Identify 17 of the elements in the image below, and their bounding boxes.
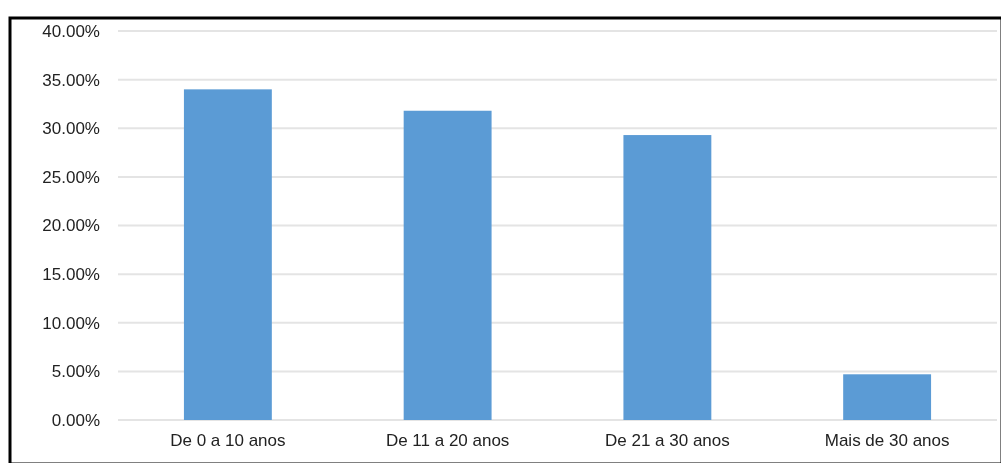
y-tick-label: 15.00%: [42, 265, 100, 285]
y-tick-label: 25.00%: [42, 167, 100, 187]
y-tick-label: 0.00%: [51, 410, 100, 430]
bar: [623, 135, 712, 420]
x-tick-label: De 11 a 20 anos: [385, 431, 510, 450]
x-tick-label: Mais de 30 anos: [824, 431, 950, 450]
y-tick-label: 30.00%: [42, 119, 100, 139]
y-tick-label: 40.00%: [42, 21, 100, 41]
x-tick-label: De 0 a 10 anos: [170, 431, 286, 450]
x-tick-label: De 21 a 30 anos: [604, 431, 730, 450]
y-tick-label: 20.00%: [42, 216, 100, 236]
y-tick-label: 35.00%: [42, 70, 100, 90]
bar: [403, 110, 492, 420]
y-tick-label: 5.00%: [51, 362, 100, 382]
y-tick-label: 10.00%: [42, 313, 100, 333]
bar: [843, 374, 932, 420]
bar: [183, 89, 272, 420]
